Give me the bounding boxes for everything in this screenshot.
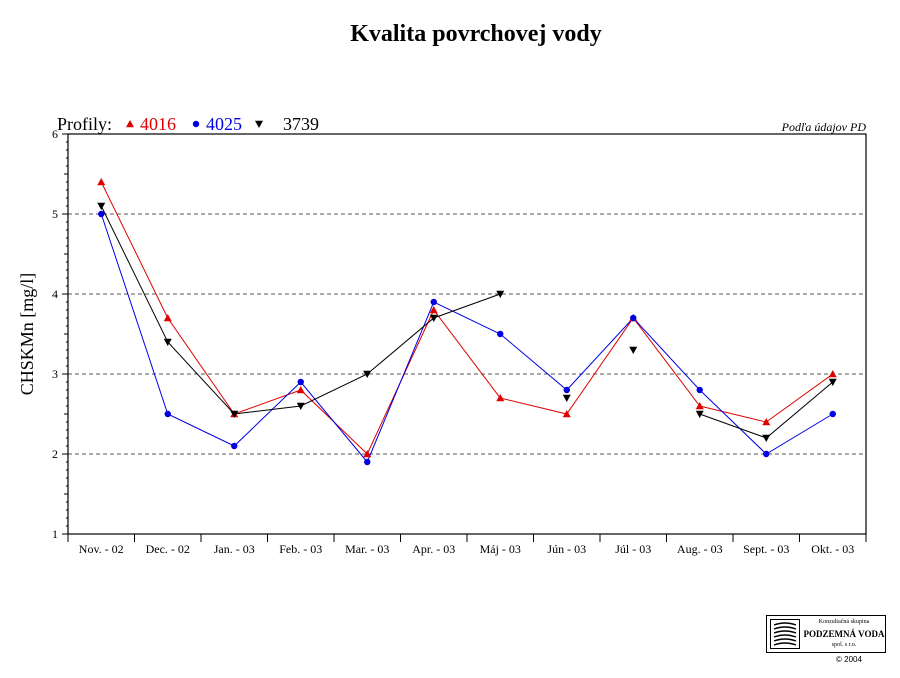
legend-marker-3739	[255, 120, 263, 128]
data-point-3739	[562, 394, 571, 402]
data-point-3739	[429, 314, 438, 322]
data-point-3739	[629, 346, 638, 354]
data-point-4025	[297, 378, 304, 386]
data-point-3739	[828, 378, 837, 386]
series-line-3739	[699, 381, 834, 439]
series-line-4016	[100, 181, 834, 455]
data-point-4016	[695, 402, 704, 410]
data-point-3739	[762, 434, 771, 442]
grid	[68, 213, 866, 455]
logo-emblem-icon	[770, 619, 800, 649]
legend-label-4016: 4016	[140, 114, 176, 134]
data-point-4025	[497, 330, 504, 338]
data-point-3739	[496, 290, 505, 298]
x-tick-label: Feb. - 03	[279, 542, 322, 556]
y-tick-label: 5	[52, 207, 58, 221]
series-markers	[97, 178, 837, 466]
data-point-3739	[363, 370, 372, 378]
legend-label-3739: 3739	[283, 114, 319, 134]
data-point-4016	[828, 370, 837, 378]
y-tick-label: 4	[52, 287, 58, 301]
data-point-4025	[563, 386, 570, 394]
data-point-4025	[630, 314, 637, 322]
series-line-4025	[100, 213, 834, 463]
x-tick-label: Jan. - 03	[214, 542, 255, 556]
logo-top-text: Konzultačná skupina	[818, 619, 870, 625]
data-point-3739	[695, 410, 704, 418]
y-tick-label: 3	[52, 367, 58, 381]
axes: 1 2 3 4 5 6 Nov. - 02 Dec. - 02 Jan. - 03 Feb. - …	[52, 127, 867, 556]
y-tick-label: 6	[52, 127, 58, 141]
data-point-4025	[164, 410, 171, 418]
data-point-4025	[98, 210, 105, 218]
data-point-4025	[430, 298, 437, 306]
data-point-4025	[231, 442, 238, 450]
data-point-4016	[496, 394, 505, 402]
y-axis-label: CHSKMn [mg/l]	[17, 273, 37, 396]
legend-label-4025: 4025	[206, 114, 242, 134]
logo-company-name: PODZEMNÁ VODA	[803, 629, 885, 639]
legend-marker-4025	[192, 120, 200, 128]
company-logo: Konzultačná skupina PODZEMNÁ VODA spol. …	[766, 615, 886, 653]
data-point-4016	[562, 410, 571, 418]
data-point-4016	[97, 178, 106, 186]
data-point-3739	[230, 410, 239, 418]
x-tick-label: Sept. - 03	[743, 542, 789, 556]
chart-title: Kvalita povrchovej vody	[350, 21, 602, 47]
data-point-4016	[163, 314, 172, 322]
x-tick-label: Máj - 03	[480, 542, 521, 556]
y-tick-label: 1	[52, 527, 58, 541]
data-point-4025	[829, 410, 836, 418]
data-point-4016	[363, 450, 372, 458]
data-point-4025	[696, 386, 703, 394]
data-point-3739	[296, 402, 305, 410]
legend-marker-4016	[126, 120, 134, 128]
x-tick-label: Júl - 03	[615, 542, 651, 556]
copyright: © 2004	[836, 655, 862, 664]
data-point-4016	[296, 386, 305, 394]
data-point-3739	[163, 338, 172, 346]
x-tick-label: Okt. - 03	[811, 542, 854, 556]
data-point-4025	[763, 450, 770, 458]
legend: Profily: 4016 4025 3739	[57, 114, 319, 134]
x-tick-label: Aug. - 03	[677, 542, 723, 556]
x-tick-label: Jún - 03	[547, 542, 586, 556]
legend-prefix: Profily:	[57, 114, 112, 134]
logo-sub-text: spol. s r.o.	[831, 642, 857, 648]
series-lines	[100, 181, 834, 463]
data-point-4016	[429, 306, 438, 314]
data-point-3739	[97, 202, 106, 210]
source-note: Podľa údajov PD	[781, 120, 867, 134]
x-tick-label: Mar. - 03	[345, 542, 389, 556]
x-tick-label: Apr. - 03	[412, 542, 455, 556]
plot-frame	[67, 133, 867, 535]
data-point-4025	[364, 458, 371, 466]
data-point-4016	[762, 418, 771, 426]
y-tick-label: 2	[52, 447, 58, 461]
x-tick-label: Nov. - 02	[79, 542, 124, 556]
x-tick-label: Dec. - 02	[146, 542, 190, 556]
